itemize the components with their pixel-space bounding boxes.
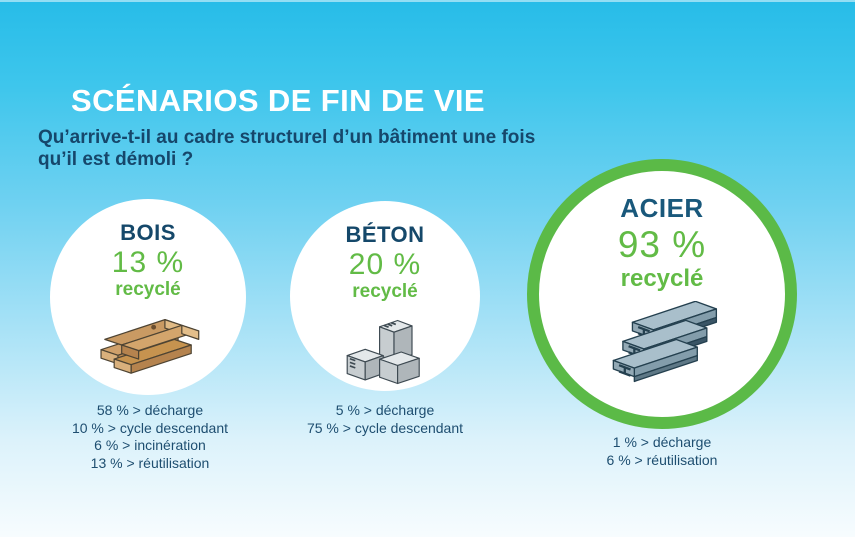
material-label-beton: BÉTON: [345, 222, 425, 247]
recycled-word-beton: recyclé: [352, 281, 418, 303]
recycled-word-acier: recyclé: [620, 265, 704, 293]
breakdown-list-bois: 58 % > décharge 10 % > cycle descendant …: [30, 402, 270, 472]
material-circle-beton: BÉTON 20 % recyclé: [290, 201, 480, 391]
wood-planks-icon: [100, 319, 200, 375]
breakdown-line: 10 % > cycle descendant: [71, 419, 229, 436]
breakdown-line: 6 % > réutilisation: [606, 451, 718, 468]
breakdown-line: 5 % > décharge: [335, 402, 435, 418]
material-label-bois: BOIS: [120, 220, 176, 245]
material-circle-acier-highlighted: ACIER 93 % recyclé: [527, 159, 797, 429]
page-subtitle: Qu’arrive-t-il au cadre structurel d’un …: [38, 127, 536, 170]
material-circle-bois: BOIS 13 % recyclé: [50, 199, 246, 395]
breakdown-line: 75 % > cycle descendant: [306, 419, 464, 436]
recycled-percent-acier: 93 %: [617, 224, 707, 266]
breakdown-list-acier: 1 % > décharge 6 % > réutilisation: [542, 434, 782, 469]
breakdown-line: 6 % > incinération: [94, 437, 206, 453]
recycled-percent-bois: 13 %: [111, 246, 185, 280]
concrete-blocks-icon: [346, 320, 420, 385]
breakdown-line: 1 % > décharge: [612, 434, 712, 450]
top-border-line: [0, 0, 855, 2]
breakdown-list-beton: 5 % > décharge 75 % > cycle descendant: [265, 402, 505, 437]
breakdown-line: 58 % > décharge: [96, 402, 204, 418]
page-title: SCÉNARIOS DE FIN DE VIE: [71, 83, 485, 118]
material-label-acier: ACIER: [620, 193, 704, 223]
breakdown-line: 13 % > réutilisation: [90, 454, 210, 471]
recycled-word-bois: recyclé: [115, 279, 181, 301]
steel-beams-icon: [612, 300, 718, 382]
recycled-percent-beton: 20 %: [348, 248, 422, 282]
